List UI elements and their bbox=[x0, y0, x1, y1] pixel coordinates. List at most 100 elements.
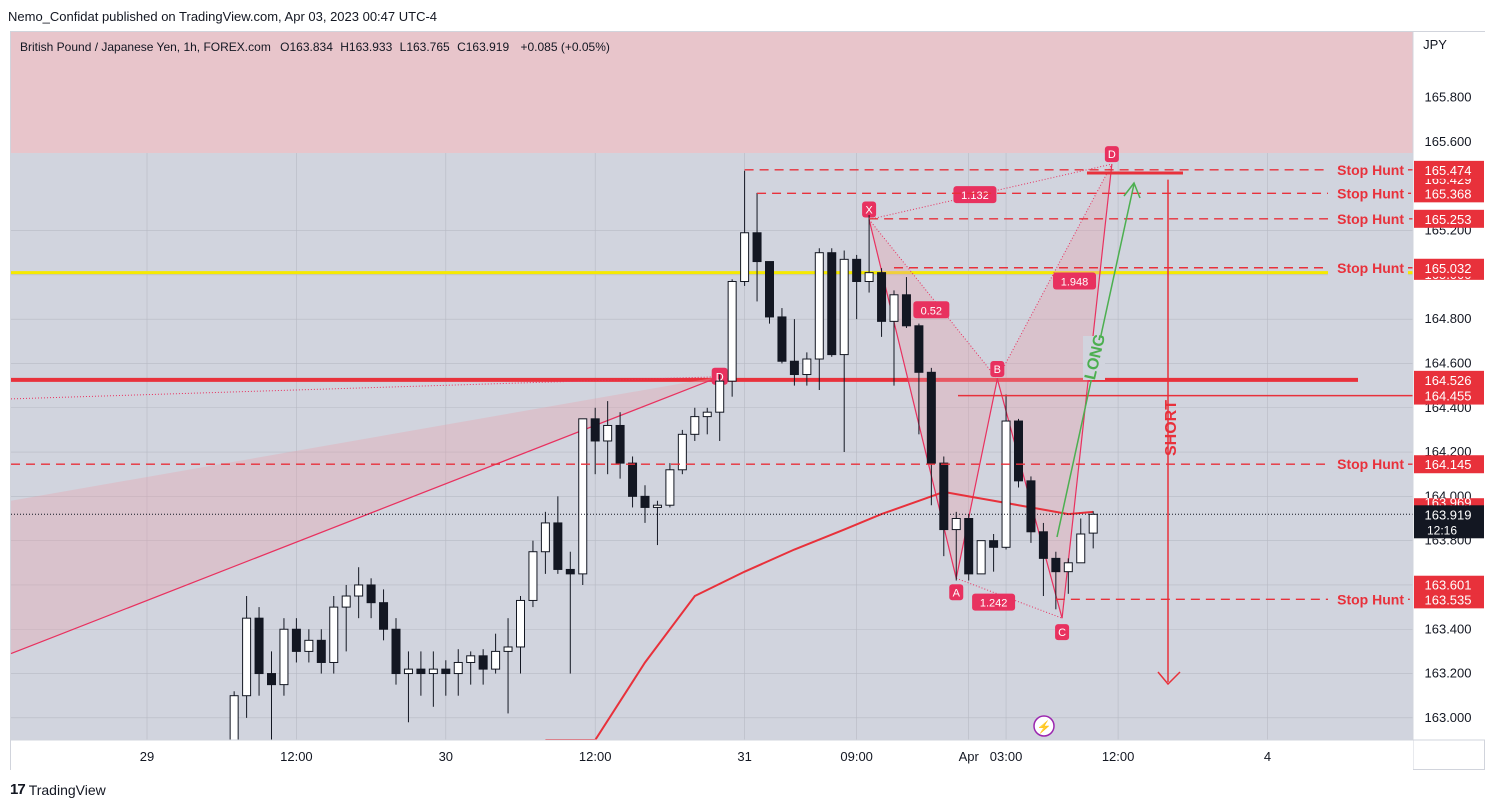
harmonic-point-label: B bbox=[994, 364, 1001, 376]
currency-label: JPY bbox=[1423, 37, 1447, 52]
legend-h-label: H bbox=[340, 40, 349, 54]
harmonic-dotted bbox=[868, 163, 1112, 220]
candle-body bbox=[740, 232, 750, 282]
legend-o: 163.834 bbox=[290, 40, 334, 54]
x-tick-label: 31 bbox=[737, 749, 751, 764]
candle-body bbox=[403, 668, 413, 675]
harmonic-point-label: D bbox=[1108, 149, 1116, 161]
candle-body bbox=[690, 416, 700, 435]
level-label-bg bbox=[1328, 590, 1408, 608]
supply-zone bbox=[11, 32, 1413, 154]
candle-body bbox=[926, 371, 936, 464]
candle-body bbox=[466, 655, 476, 663]
harmonic-point-label: C bbox=[1058, 627, 1066, 639]
last-price-tag bbox=[1414, 505, 1484, 539]
zones bbox=[11, 32, 1413, 382]
harmonic-point-box bbox=[1055, 624, 1070, 641]
legend-l-label: L bbox=[400, 40, 407, 54]
partial-price-tag bbox=[1414, 174, 1484, 185]
candle-body bbox=[453, 661, 463, 675]
y-tick-label: 164.600 bbox=[1425, 355, 1472, 370]
candle-body bbox=[478, 655, 488, 670]
long-arrow-head bbox=[1123, 181, 1141, 199]
candle-body bbox=[1051, 557, 1061, 573]
candle-body bbox=[1014, 420, 1023, 482]
legend-o-label: O bbox=[280, 40, 289, 54]
candle-body bbox=[789, 360, 799, 376]
legend-change: +0.085 (+0.05%) bbox=[520, 40, 609, 54]
stop-hunt-label: Stop Hunt bbox=[1337, 185, 1404, 201]
candle-body bbox=[379, 602, 389, 630]
candle-body bbox=[366, 584, 376, 604]
ratio-box bbox=[953, 186, 997, 204]
candle-body bbox=[428, 668, 438, 675]
svg-text:British Pound / Japanese Yen,: British Pound / Japanese Yen, 1h, FOREX.… bbox=[20, 40, 610, 54]
lightning-glyph-icon: ⚡ bbox=[1037, 720, 1052, 734]
candle-body bbox=[877, 272, 887, 322]
harmonic-dotted bbox=[956, 577, 1063, 619]
candle-body bbox=[578, 418, 588, 575]
candle-body bbox=[491, 650, 501, 670]
candle-body bbox=[229, 695, 239, 741]
candle-body bbox=[416, 668, 426, 675]
ratio-box bbox=[972, 593, 1016, 611]
axes: JPY163.000163.200163.400163.600163.80016… bbox=[11, 32, 1485, 770]
harmonic-point-label: A bbox=[953, 587, 961, 599]
candle-body bbox=[727, 280, 737, 382]
candle-body bbox=[267, 673, 276, 686]
x-tick-label: Apr bbox=[959, 749, 980, 764]
harmonic-dotted bbox=[868, 219, 998, 380]
candle-body bbox=[951, 518, 961, 531]
candle-body bbox=[304, 639, 314, 652]
legend: British Pound / Japanese Yen, 1h, FOREX.… bbox=[20, 40, 610, 54]
candle-body bbox=[901, 294, 911, 327]
left-pattern-leg bbox=[10, 376, 720, 655]
candle-body bbox=[341, 595, 351, 608]
stop-hunt-label: Stop Hunt bbox=[1337, 260, 1404, 276]
candle-body bbox=[254, 617, 264, 675]
x-tick-label: 12:00 bbox=[579, 749, 612, 764]
publish-header: Nemo_Confidat published on TradingView.c… bbox=[8, 9, 438, 24]
x-tick-label: 12:00 bbox=[1102, 749, 1135, 764]
candle-body bbox=[964, 518, 974, 575]
candle-body bbox=[590, 418, 600, 442]
candle-body bbox=[889, 294, 899, 322]
candle-body bbox=[565, 568, 575, 575]
price-tag-label: 165.032 bbox=[1425, 261, 1472, 276]
ratio-label: 0.52 bbox=[921, 305, 942, 317]
candle-body bbox=[864, 272, 874, 282]
x-tick-label: 4 bbox=[1264, 749, 1271, 764]
stop-hunt-label: Stop Hunt bbox=[1337, 456, 1404, 472]
candle-body bbox=[852, 258, 862, 282]
candle-body bbox=[976, 540, 986, 575]
candle-body bbox=[516, 599, 525, 648]
price-tag bbox=[1414, 575, 1484, 594]
price-tag-label: 164.526 bbox=[1425, 373, 1472, 388]
level-label-bg bbox=[1328, 184, 1408, 202]
candle-body bbox=[329, 606, 339, 663]
candle-body bbox=[540, 522, 550, 553]
harmonic-point-box bbox=[990, 360, 1005, 377]
candle-body bbox=[839, 258, 849, 356]
x-tick-label: 30 bbox=[439, 749, 453, 764]
short-arrow-head bbox=[1157, 671, 1181, 686]
stop-hunt-label: Stop Hunt bbox=[1337, 591, 1404, 607]
candle-body bbox=[802, 358, 812, 376]
level-label-bg bbox=[1328, 455, 1408, 473]
level-label-bg bbox=[1328, 209, 1408, 227]
candle-body bbox=[279, 628, 289, 686]
footer-brand: TradingView bbox=[28, 781, 106, 798]
legend-l: 163.765 bbox=[406, 40, 450, 54]
candle-body bbox=[665, 469, 675, 506]
footer[interactable]: 17 TradingView bbox=[10, 781, 106, 798]
candle-body bbox=[652, 504, 662, 508]
ratio-box bbox=[1053, 272, 1097, 290]
x-tick-label: 09:00 bbox=[840, 749, 873, 764]
price-tag bbox=[1414, 258, 1484, 277]
price-tag bbox=[1414, 386, 1484, 405]
candle-body bbox=[989, 540, 999, 548]
ratio-label: 1.242 bbox=[980, 598, 1008, 610]
left-pattern-dotted bbox=[10, 376, 720, 400]
level-label-bg bbox=[1328, 258, 1408, 276]
